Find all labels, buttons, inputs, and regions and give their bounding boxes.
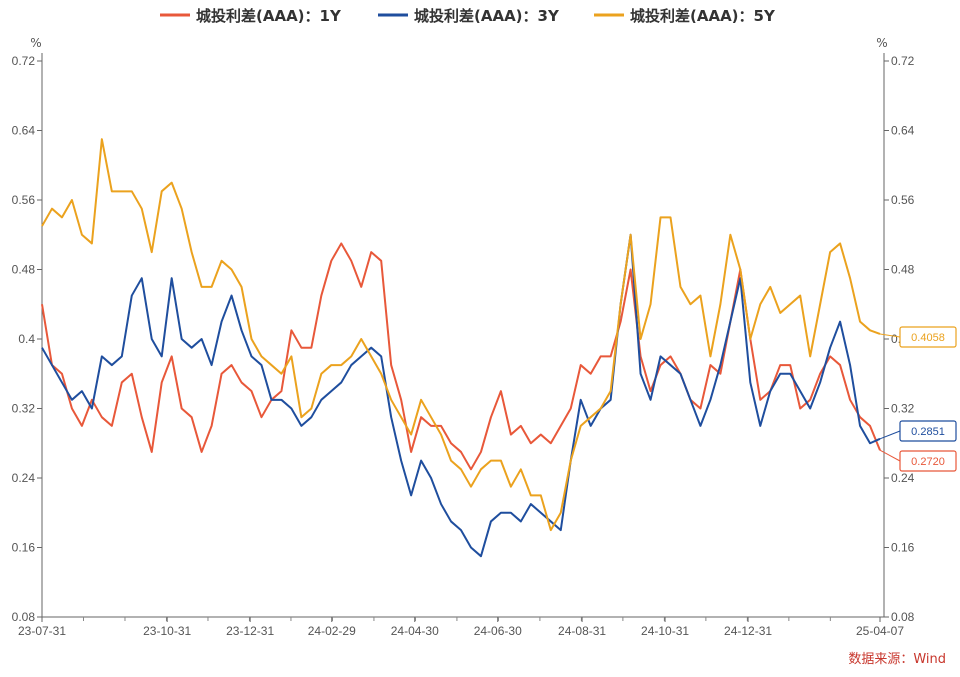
- legend-label: 城投利差(AAA)：5Y: [630, 7, 776, 25]
- x-tick-label: 23-12-31: [226, 624, 274, 638]
- y-tick-label-right: 0.64: [891, 124, 915, 138]
- axes: % % 0.08 0.08 0.16 0.16 0.24 0.24 0.32 0.32 0.4 0.4…: [12, 36, 915, 638]
- end-label-value: 0.2720: [911, 456, 945, 468]
- x-tick-label: 24-08-31: [558, 624, 606, 638]
- x-tick-label: 25-04-07: [856, 624, 904, 638]
- y-tick-label-left: 0.4: [18, 332, 35, 346]
- end-label-pointer: [879, 430, 901, 440]
- end-label-pointer: [879, 333, 901, 338]
- series-line-1: [41, 242, 881, 471]
- y-tick-label-right: 0.16: [891, 541, 915, 555]
- y-unit-left: %: [30, 36, 41, 50]
- y-tick-label-left: 0.24: [12, 471, 36, 485]
- y-tick-label-left: 0.56: [12, 193, 36, 207]
- y-tick-label-left: 0.64: [12, 124, 36, 138]
- end-label-box: [899, 326, 957, 348]
- x-tick-label: 24-06-30: [474, 624, 522, 638]
- x-tick-label: 24-12-31: [724, 624, 772, 638]
- y-tick-label-left: 0.32: [12, 402, 36, 416]
- series-line-3: [41, 138, 881, 532]
- end-label-pointer: [879, 449, 901, 462]
- series-line-2: [41, 233, 881, 558]
- x-tick-label: 23-10-31: [143, 624, 191, 638]
- y-tick-label-right: 0.48: [891, 263, 915, 277]
- y-tick-label-left: 0.72: [12, 54, 36, 68]
- end-label-box: [899, 450, 957, 472]
- y-tick-label-right: 0.08: [891, 610, 915, 624]
- y-tick-label-left: 0.08: [12, 610, 36, 624]
- end-label-value: 0.4058: [911, 332, 945, 344]
- x-tick-label: 24-04-30: [391, 624, 439, 638]
- y-unit-right: %: [876, 36, 887, 50]
- legend: 城投利差(AAA)：1Y 城投利差(AAA)：3Y 城投利差(AAA)：5Y: [160, 7, 776, 25]
- y-tick-label-right: 0.24: [891, 471, 915, 485]
- x-tick-label: 24-02-29: [308, 624, 356, 638]
- y-tick-label-right: 0.56: [891, 193, 915, 207]
- source-note: 数据来源：Wind: [848, 652, 946, 667]
- end-label-box: [899, 420, 957, 442]
- y-tick-label-right: 0.72: [891, 54, 915, 68]
- series-lines: [41, 138, 881, 558]
- x-tick-label: 23-07-31: [18, 624, 66, 638]
- y-tick-label-left: 0.48: [12, 263, 36, 277]
- legend-label: 城投利差(AAA)：3Y: [414, 7, 560, 25]
- y-tick-label-right: 0.32: [891, 402, 915, 416]
- legend-label: 城投利差(AAA)：1Y: [196, 7, 342, 25]
- x-tick-label: 24-10-31: [641, 624, 689, 638]
- end-labels: 0.2720 0.2851 0.4058: [879, 326, 957, 472]
- y-tick-label-left: 0.16: [12, 541, 36, 555]
- end-label-value: 0.2851: [911, 426, 945, 438]
